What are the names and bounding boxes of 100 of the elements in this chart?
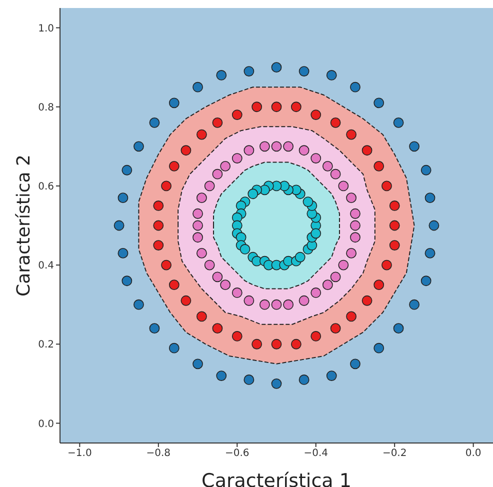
point [298, 145, 310, 156]
point [298, 374, 310, 385]
point [118, 248, 128, 258]
point [271, 102, 282, 112]
point [346, 192, 356, 204]
x-axis-title: Característica 1 [202, 470, 352, 487]
point [212, 117, 223, 128]
point [350, 232, 360, 243]
point [168, 98, 180, 108]
point [393, 117, 404, 128]
point [424, 192, 436, 204]
point [330, 117, 341, 128]
point [271, 62, 282, 73]
point [244, 374, 254, 385]
point [283, 299, 294, 310]
point [310, 228, 322, 239]
point [271, 299, 282, 310]
y-tick-label: 1.0 [38, 23, 54, 34]
point [244, 295, 254, 306]
point [310, 110, 322, 120]
point [244, 66, 254, 76]
point [428, 220, 440, 231]
point [212, 272, 223, 282]
point [298, 66, 310, 76]
y-tick-label: 0.8 [38, 102, 54, 114]
point [192, 232, 203, 243]
point [232, 110, 242, 120]
point [302, 196, 314, 207]
point [389, 220, 400, 231]
point [118, 192, 128, 204]
point [216, 370, 227, 381]
point [350, 220, 360, 231]
point [310, 153, 322, 164]
y-tick-label: 0.2 [38, 340, 54, 351]
point [322, 160, 333, 172]
point [338, 260, 349, 270]
point [338, 180, 349, 192]
point [252, 338, 262, 350]
point [149, 117, 160, 128]
point [168, 280, 180, 290]
y-axis-title: Característica 2 [14, 154, 34, 296]
point [310, 331, 322, 342]
point [122, 276, 132, 286]
point [290, 102, 302, 112]
x-tick-label: −0.2 [382, 448, 407, 460]
point [196, 311, 207, 322]
y-tick-label: 0.0 [38, 418, 54, 430]
point [220, 280, 231, 290]
point [294, 252, 306, 262]
point [153, 220, 164, 231]
point [248, 188, 258, 200]
point [322, 280, 333, 290]
point [259, 141, 270, 152]
point [420, 164, 432, 176]
point [232, 288, 242, 298]
point [192, 220, 203, 231]
point [330, 168, 341, 180]
point [374, 98, 384, 108]
point [330, 323, 341, 334]
x-tick-label: 0.0 [465, 448, 482, 460]
point [283, 141, 294, 152]
point [134, 141, 144, 152]
point [232, 153, 242, 164]
point [122, 164, 132, 176]
point [192, 358, 203, 370]
point [271, 141, 282, 152]
point [350, 358, 360, 370]
point [192, 208, 203, 219]
point [350, 208, 360, 219]
point [362, 295, 372, 306]
x-tick-label: −0.4 [304, 448, 328, 460]
point [389, 200, 400, 211]
point [196, 192, 207, 204]
point [252, 102, 262, 112]
point [216, 70, 227, 80]
x-tick-label: −0.8 [146, 448, 171, 460]
point [153, 200, 164, 211]
point [180, 295, 192, 306]
point [192, 82, 203, 92]
point [346, 311, 356, 322]
point [290, 338, 302, 350]
point [374, 342, 384, 354]
point [161, 180, 172, 192]
point [196, 129, 207, 140]
point [326, 370, 337, 381]
point [271, 338, 282, 350]
point [326, 70, 337, 80]
point [149, 323, 160, 334]
point [153, 240, 164, 250]
point [259, 299, 270, 310]
point [196, 248, 207, 258]
point [374, 160, 384, 172]
point [382, 260, 392, 270]
point [240, 244, 250, 254]
point [168, 342, 180, 354]
point [244, 145, 254, 156]
x-tick-label: −0.6 [224, 448, 250, 460]
point [310, 288, 322, 298]
point [298, 295, 310, 306]
point [271, 378, 282, 389]
